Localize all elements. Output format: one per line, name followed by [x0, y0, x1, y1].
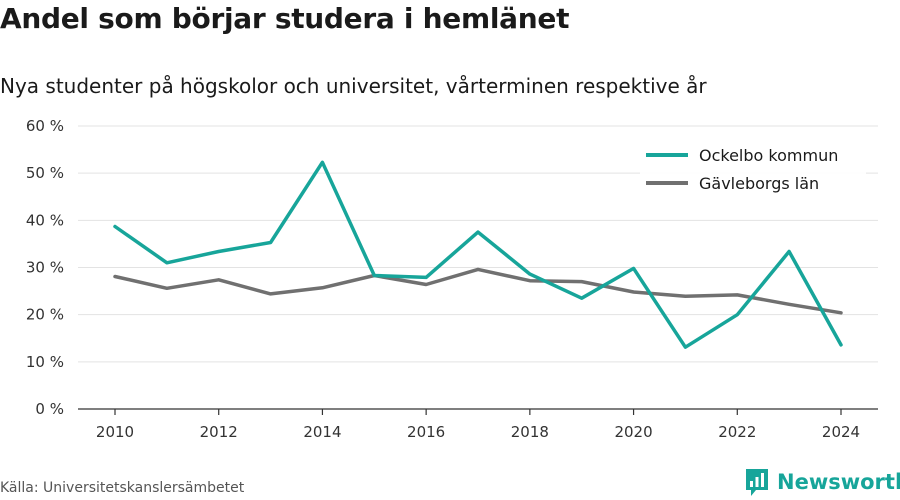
legend-background: [640, 138, 866, 202]
y-tick-label: 20 %: [26, 306, 64, 324]
series-line: [113, 160, 843, 349]
x-tick-label: 2020: [614, 423, 652, 441]
y-tick-label: 0 %: [35, 400, 64, 418]
grid-lines: [78, 125, 878, 363]
y-tick-label: 30 %: [26, 259, 64, 277]
x-tick-label: 2016: [407, 423, 445, 441]
series-lines: [113, 160, 843, 349]
y-tick-label: 40 %: [26, 211, 64, 229]
y-tick-label: 60 %: [26, 117, 64, 135]
x-tick-label: 2024: [822, 423, 860, 441]
brand-logo: Newsworthy: [744, 466, 900, 498]
legend-label: Ockelbo kommun: [699, 146, 838, 165]
series-line: [113, 267, 843, 315]
x-tick-label: 2018: [511, 423, 549, 441]
y-axis-tick-labels: 0 % 10 % 20 % 30 % 40 % 50 % 60 %: [26, 117, 64, 418]
x-tick-label: 2022: [718, 423, 756, 441]
x-tick-label: 2010: [96, 423, 134, 441]
x-axis: 2010 2012 2014 2016 2018 2020 2022 2024: [78, 408, 878, 441]
x-tick-label: 2012: [200, 423, 238, 441]
y-tick-label: 50 %: [26, 164, 64, 182]
x-tick-label: 2014: [303, 423, 341, 441]
legend: Ockelbo kommun Gävleborgs län: [640, 138, 866, 202]
newsworthy-logo-icon: [746, 469, 768, 496]
chart-subtitle: Nya studenter på högskolor och universit…: [0, 74, 707, 98]
chart-title: Andel som börjar studera i hemlänet: [0, 2, 570, 35]
legend-label: Gävleborgs län: [699, 174, 819, 193]
brand-name: Newsworthy: [777, 470, 900, 494]
source-note: Källa: Universitetskanslersämbetet: [0, 480, 245, 496]
y-tick-label: 10 %: [26, 353, 64, 371]
